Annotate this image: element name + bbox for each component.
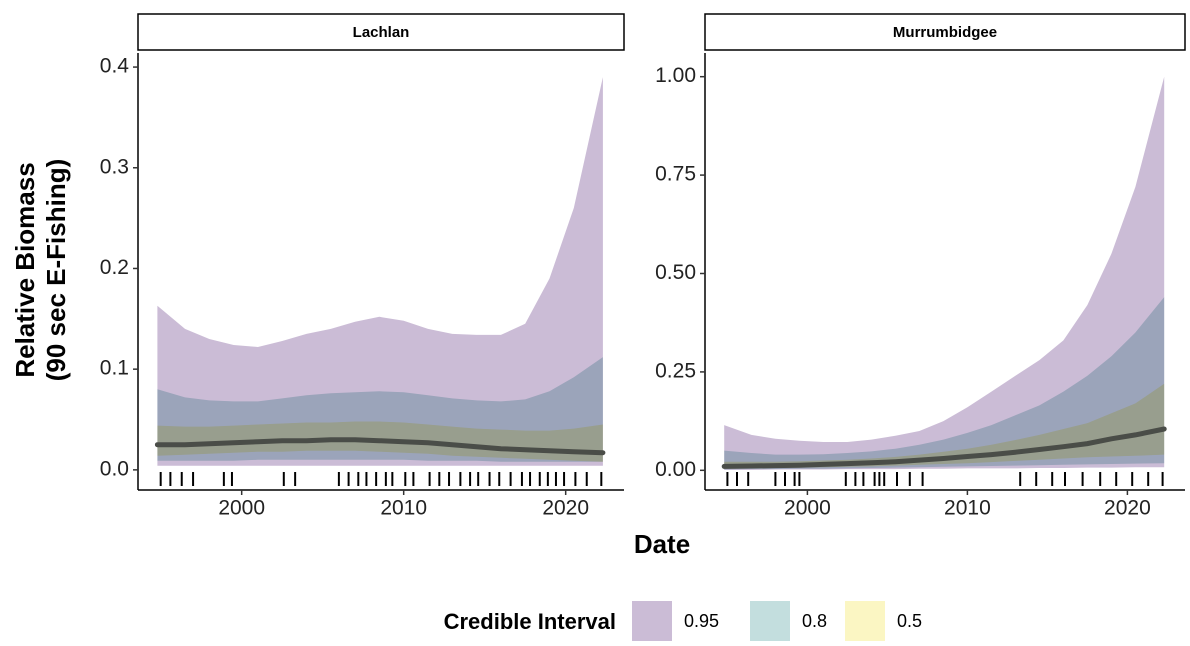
y-tick-label: 1.00 — [655, 64, 696, 87]
x-tick-label: 2000 — [784, 497, 831, 520]
x-tick-label: 2020 — [1104, 497, 1151, 520]
y-tick-label: 0.1 — [100, 357, 129, 380]
strip-box — [137, 13, 625, 51]
y-tick-label: 0.4 — [100, 55, 130, 78]
y-tick-label: 0.50 — [655, 261, 696, 284]
y-tick-label: 0.75 — [655, 163, 696, 186]
x-axis-title: Date — [634, 529, 690, 559]
panel: Lachlan 0.0 0.1 0.2 0.3 0.4 2000 2010 2020 — [100, 13, 625, 520]
y-tick-label: 0.2 — [100, 256, 129, 279]
y-tick-label: 0.25 — [655, 359, 696, 382]
legend-key — [632, 601, 672, 641]
median-line — [154, 437, 606, 456]
median-line — [721, 426, 1167, 469]
panel-title: Murrumbidgee — [893, 24, 997, 41]
strip-box — [704, 13, 1186, 51]
legend: 0.95 0.8 0.5 — [632, 601, 922, 641]
x-tick-label: 2020 — [542, 497, 589, 520]
x-tick-label: 2000 — [218, 497, 265, 520]
panel-title: Lachlan — [353, 24, 410, 41]
y-axis-title: (90 sec E-Fishing) — [41, 159, 71, 382]
y-tick-label: 0.0 — [100, 457, 129, 480]
credible-band — [724, 297, 1165, 470]
panel: Murrumbidgee 0.00 0.25 0.50 0.75 1.00 2000 2010… — [655, 13, 1186, 520]
x-tick-label: 2010 — [944, 497, 991, 520]
legend-title: Credible Interval — [444, 609, 616, 634]
y-tick-label: 0.3 — [100, 155, 129, 178]
legend-label: 0.8 — [802, 611, 827, 631]
legend-key — [845, 601, 885, 641]
y-tick-label: 0.00 — [655, 458, 696, 481]
x-tick-label: 2010 — [380, 497, 427, 520]
credible-band — [724, 76, 1165, 470]
credible-band — [157, 77, 603, 466]
legend-label: 0.95 — [684, 611, 719, 631]
y-axis-title: Relative Biomass — [10, 162, 40, 377]
legend-label: 0.5 — [897, 611, 922, 631]
legend-key — [750, 601, 790, 641]
